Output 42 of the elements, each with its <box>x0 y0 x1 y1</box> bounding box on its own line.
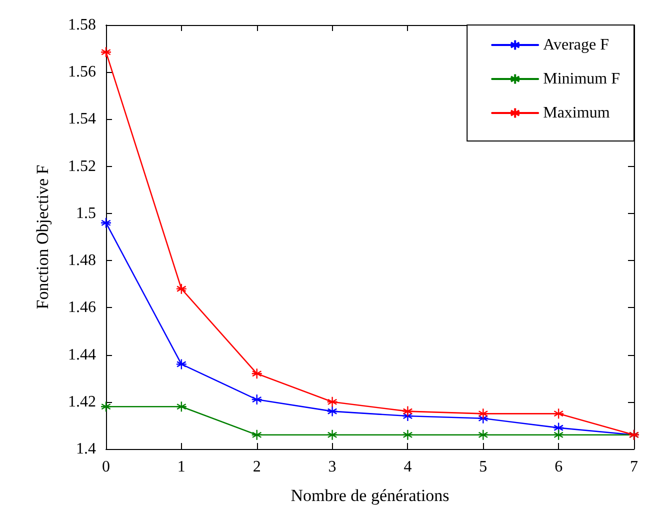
y-tick-label: 1.46 <box>68 299 96 316</box>
point <box>552 429 564 440</box>
y-tick-label: 1.42 <box>68 393 96 410</box>
point <box>552 422 564 434</box>
x-tick-label: 3 <box>328 458 336 476</box>
point <box>552 408 564 420</box>
x-tick-label: 1 <box>177 458 186 476</box>
legend-label: Minimum F <box>543 70 620 88</box>
y-tick-label: 1.54 <box>68 110 96 128</box>
y-tick-label: 1.4 <box>76 440 96 458</box>
y-tick-label: 1.48 <box>68 252 96 270</box>
point <box>176 358 188 370</box>
point <box>402 406 414 417</box>
point <box>402 429 414 440</box>
legend-label: Average F <box>543 36 610 54</box>
y-tick-label: 1.56 <box>68 64 96 81</box>
x-tick-label: 6 <box>554 458 563 476</box>
point <box>251 368 262 380</box>
point <box>326 396 338 408</box>
y-tick-label: 1.44 <box>68 346 96 364</box>
point <box>251 394 262 406</box>
point <box>478 429 489 440</box>
point <box>176 283 188 294</box>
point <box>100 217 112 228</box>
y-tick-label: 1.5 <box>76 204 96 222</box>
x-axis-title: Nombre de générations <box>290 486 450 505</box>
y-axis-title: Fonction Objective F <box>33 164 52 310</box>
point <box>100 46 112 58</box>
x-tick-label: 5 <box>479 458 488 476</box>
point <box>176 401 188 412</box>
y-tick-label: 1.58 <box>68 16 96 34</box>
point <box>326 406 338 417</box>
point <box>100 401 112 412</box>
x-tick-label: 7 <box>630 458 638 476</box>
point <box>326 429 338 440</box>
x-tick-label: 0 <box>102 458 110 476</box>
legend-label: Maximum <box>543 104 610 122</box>
point <box>478 408 489 420</box>
x-tick-label: 4 <box>404 458 412 476</box>
y-tick-label: 1.52 <box>68 158 96 175</box>
x-tick-label: 2 <box>252 458 261 476</box>
point <box>251 429 262 440</box>
